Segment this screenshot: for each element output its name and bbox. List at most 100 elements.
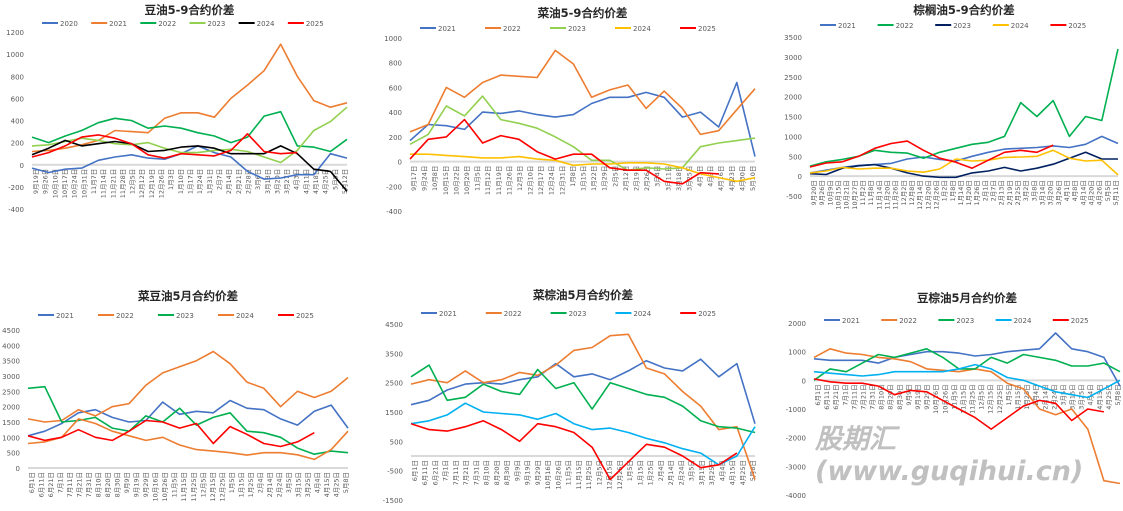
x-tick-label: 4月20日 <box>1088 180 1096 205</box>
x-tick-label: 11月5日 <box>565 460 573 485</box>
x-tick-label: 11月14日 <box>100 169 108 199</box>
x-tick-label: 7月21日 <box>76 472 84 497</box>
x-tick-label: 10月31日 <box>80 169 88 199</box>
x-tick-label: 12月26日 <box>932 180 940 210</box>
y-tick-label: 3000 <box>2 373 20 381</box>
line-chart: 菜棕油5月合约价差 2021 2022 2023 2024 2025 4500 3500 250… <box>383 288 757 505</box>
x-tick-label: 11月5日 <box>171 472 179 497</box>
line-chart: 棕榈油5-9合约价差 2021 2022 2023 2024 2025 3500 3000 25… <box>784 3 1120 210</box>
x-tick-label: 2月19日 <box>632 166 640 191</box>
x-tick-label: 1月26日 <box>973 180 981 205</box>
x-tick-label: 2月13日 <box>998 180 1006 205</box>
series-line-2020 <box>31 145 348 180</box>
x-tick-label: 11月15日 <box>575 460 583 490</box>
x-tick-label: 6月11日 <box>38 472 46 497</box>
x-tick-label: 3月25日 <box>708 460 716 485</box>
series-line-2025 <box>809 140 1054 169</box>
y-tick-label: 2500 <box>385 380 403 388</box>
x-tick-label: 9月9日 <box>123 472 131 493</box>
x-tick-label: 12月19日 <box>148 169 156 199</box>
x-tick-label: 4月25日 <box>739 460 747 485</box>
x-tick-label: 1月25日 <box>247 472 255 497</box>
y-tick-label: -200 <box>8 184 24 192</box>
x-tick-label: 7月11日 <box>452 460 460 485</box>
y-tick-label: -400 <box>8 206 24 214</box>
x-tick-label: 2月4日 <box>1032 384 1040 405</box>
x-tick-label: 7月31日 <box>869 384 877 409</box>
x-tick-label: 10月16日 <box>544 460 552 490</box>
x-tick-label: 12月5日 <box>595 460 603 485</box>
x-tick-label: 3月27日 <box>283 169 291 194</box>
legend-label: 2021 <box>838 22 856 30</box>
legend-label: 2024 <box>257 20 275 28</box>
x-tick-label: 1月14日 <box>957 180 965 205</box>
y-tick-label: 500 <box>7 450 20 458</box>
x-tick-label: 9月26日 <box>818 180 826 205</box>
x-tick-label: 10月16日 <box>152 472 160 502</box>
x-tick-label: 12月5日 <box>199 472 207 497</box>
x-tick-label: 7月31日 <box>472 460 480 485</box>
y-tick-label: 400 <box>11 118 24 126</box>
x-tick-label: 5月8日 <box>749 460 757 481</box>
y-tick-label: 400 <box>389 109 402 117</box>
x-tick-label: 10月26日 <box>554 460 562 490</box>
y-tick-label: 800 <box>11 73 24 81</box>
y-tick-label: 1000 <box>788 349 806 357</box>
y-tick-label: 4000 <box>2 342 20 350</box>
y-tick-label: 1200 <box>6 29 24 37</box>
legend-label: 2023 <box>569 310 587 318</box>
series-line-2021 <box>409 81 756 157</box>
legend-label: 2022 <box>116 312 134 320</box>
y-tick-label: 2000 <box>784 94 802 102</box>
x-tick-label: 2月14日 <box>667 460 675 485</box>
x-tick-label: 10月10日 <box>51 169 59 199</box>
x-tick-label: 11月5日 <box>950 384 958 409</box>
x-tick-label: 3月25日 <box>304 472 312 497</box>
legend-label: 2021 <box>438 25 456 33</box>
x-tick-label: 4月14日 <box>1079 180 1087 205</box>
x-tick-label: 6月11日 <box>421 460 429 485</box>
x-tick-label: 10月21日 <box>843 180 851 210</box>
x-tick-label: 1月15日 <box>580 166 588 191</box>
line-chart: 豆棕油5月合约价差 2021 2022 2023 2024 2025 2000 1000 0 -1… <box>786 291 1122 500</box>
x-tick-label: 11月5日 <box>474 166 482 191</box>
x-tick-label: 9月19日 <box>524 460 532 485</box>
chart-panel: 豆棕油5月合约价差 2021 2022 2023 2024 2025 2000 1000 0 -1… <box>770 285 1123 511</box>
x-tick-label: 5月11日 <box>1112 180 1120 205</box>
x-tick-label: 8月30日 <box>503 460 511 485</box>
x-tick-label: 4月15日 <box>729 460 737 485</box>
x-tick-label: 11月21日 <box>109 169 117 199</box>
x-tick-label: 4月15日 <box>323 472 331 497</box>
x-tick-label: 10月24日 <box>71 169 79 199</box>
x-tick-label: 9月19日 <box>133 472 141 497</box>
x-tick-label: 12月17日 <box>537 166 545 196</box>
x-tick-label: 1月5日 <box>228 472 236 493</box>
x-tick-label: 12月12日 <box>138 169 146 199</box>
x-tick-label: 7月11日 <box>850 384 858 409</box>
x-tick-label: 7月21日 <box>462 460 470 485</box>
x-tick-label: 8月20日 <box>104 472 112 497</box>
x-tick-label: 1月25日 <box>647 460 655 485</box>
x-tick-label: 11月25日 <box>969 384 977 414</box>
x-tick-label: 9月29日 <box>923 384 931 409</box>
x-tick-label: 9月19日 <box>914 384 922 409</box>
x-tick-label: 6月1日 <box>411 460 419 481</box>
legend-label: 2025 <box>296 312 314 320</box>
x-tick-label: 3月13日 <box>264 169 272 194</box>
y-tick-label: 4500 <box>385 321 403 329</box>
legend-label: 2021 <box>439 310 457 318</box>
x-tick-label: 2月24日 <box>1050 384 1058 409</box>
legend-label: 2021 <box>56 312 74 320</box>
series-line-2024 <box>410 402 756 466</box>
chart-panel: 豆油5-9合约价差 2020 2021 2022 2023 2024 2025 1200 100… <box>0 0 375 285</box>
x-tick-label: 10月26日 <box>941 384 949 414</box>
x-tick-label: 9月26日 <box>42 169 50 194</box>
x-tick-label: 12月25日 <box>616 460 624 490</box>
legend-label: 2024 <box>1014 317 1032 325</box>
x-tick-label: 9月19日 <box>32 169 40 194</box>
y-tick-label: 3500 <box>385 350 403 358</box>
legend-label: 2025 <box>1068 22 1086 30</box>
legend-label: 2024 <box>1011 22 1029 30</box>
x-tick-label: 8月30日 <box>114 472 122 497</box>
x-tick-label: 2月7日 <box>215 169 223 190</box>
